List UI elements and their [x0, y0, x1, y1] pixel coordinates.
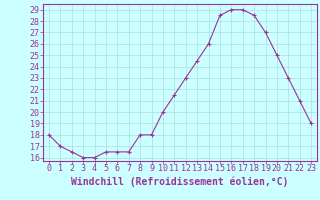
X-axis label: Windchill (Refroidissement éolien,°C): Windchill (Refroidissement éolien,°C): [71, 176, 289, 187]
